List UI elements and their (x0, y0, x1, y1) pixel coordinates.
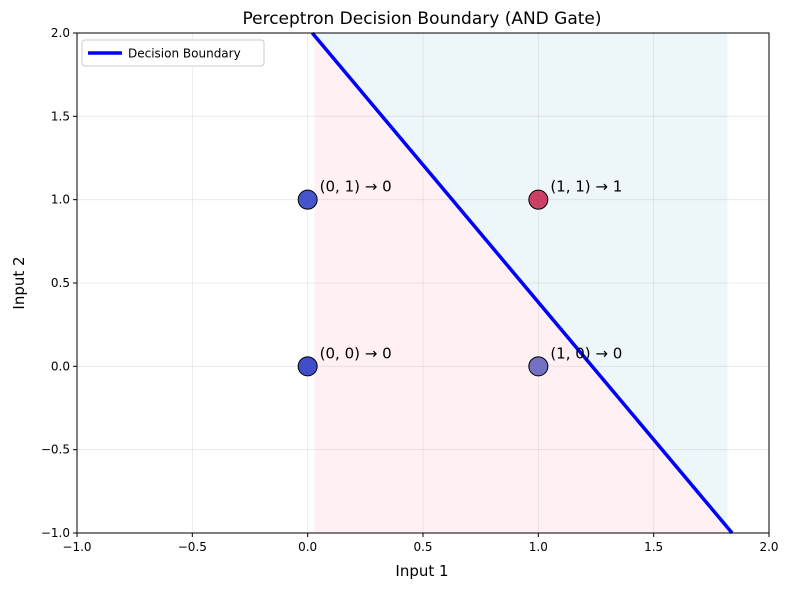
y-tick-label: −1.0 (41, 526, 70, 540)
data-point-label: (0, 1) → 0 (320, 178, 392, 196)
legend-box (81, 39, 265, 67)
chart-title: Perceptron Decision Boundary (AND Gate) (242, 9, 601, 29)
y-axis-title: Input 2 (10, 256, 28, 309)
data-point (297, 356, 318, 377)
x-axis-title: Input 1 (395, 562, 448, 580)
data-points: (0, 0) → 0 (0, 1) → 0 (1, 0) → 0 (1, 1) → 1 (297, 178, 622, 377)
data-point (528, 189, 549, 210)
y-tick-label: 0.5 (51, 276, 70, 290)
axis-ticks: −1.0 −0.5 0.0 0.5 1.0 1.5 2.0 −1.0 −0.5 0.0 0.5 1.0… (41, 26, 779, 554)
legend: Decision Boundary (81, 39, 265, 67)
y-tick-label: 2.0 (51, 26, 70, 40)
data-point-label: (1, 1) → 1 (550, 178, 622, 196)
legend-label: Decision Boundary (128, 47, 241, 61)
x-tick-label: 0.0 (298, 540, 317, 554)
y-tick-label: 1.5 (51, 109, 70, 123)
data-point-label: (0, 0) → 0 (320, 344, 392, 362)
data-point (528, 356, 549, 377)
y-tick-label: 1.0 (51, 193, 70, 207)
data-point-label: (1, 0) → 0 (550, 344, 622, 362)
decision-boundary-line (310, 31, 734, 535)
x-tick-label: 0.5 (413, 540, 432, 554)
data-point (297, 189, 318, 210)
x-tick-label: 2.0 (759, 540, 778, 554)
x-tick-label: 1.0 (529, 540, 548, 554)
x-tick-label: −1.0 (62, 540, 91, 554)
x-tick-label: 1.5 (644, 540, 663, 554)
y-tick-label: 0.0 (51, 359, 70, 373)
x-tick-label: −0.5 (178, 540, 207, 554)
y-tick-label: −0.5 (41, 443, 70, 457)
